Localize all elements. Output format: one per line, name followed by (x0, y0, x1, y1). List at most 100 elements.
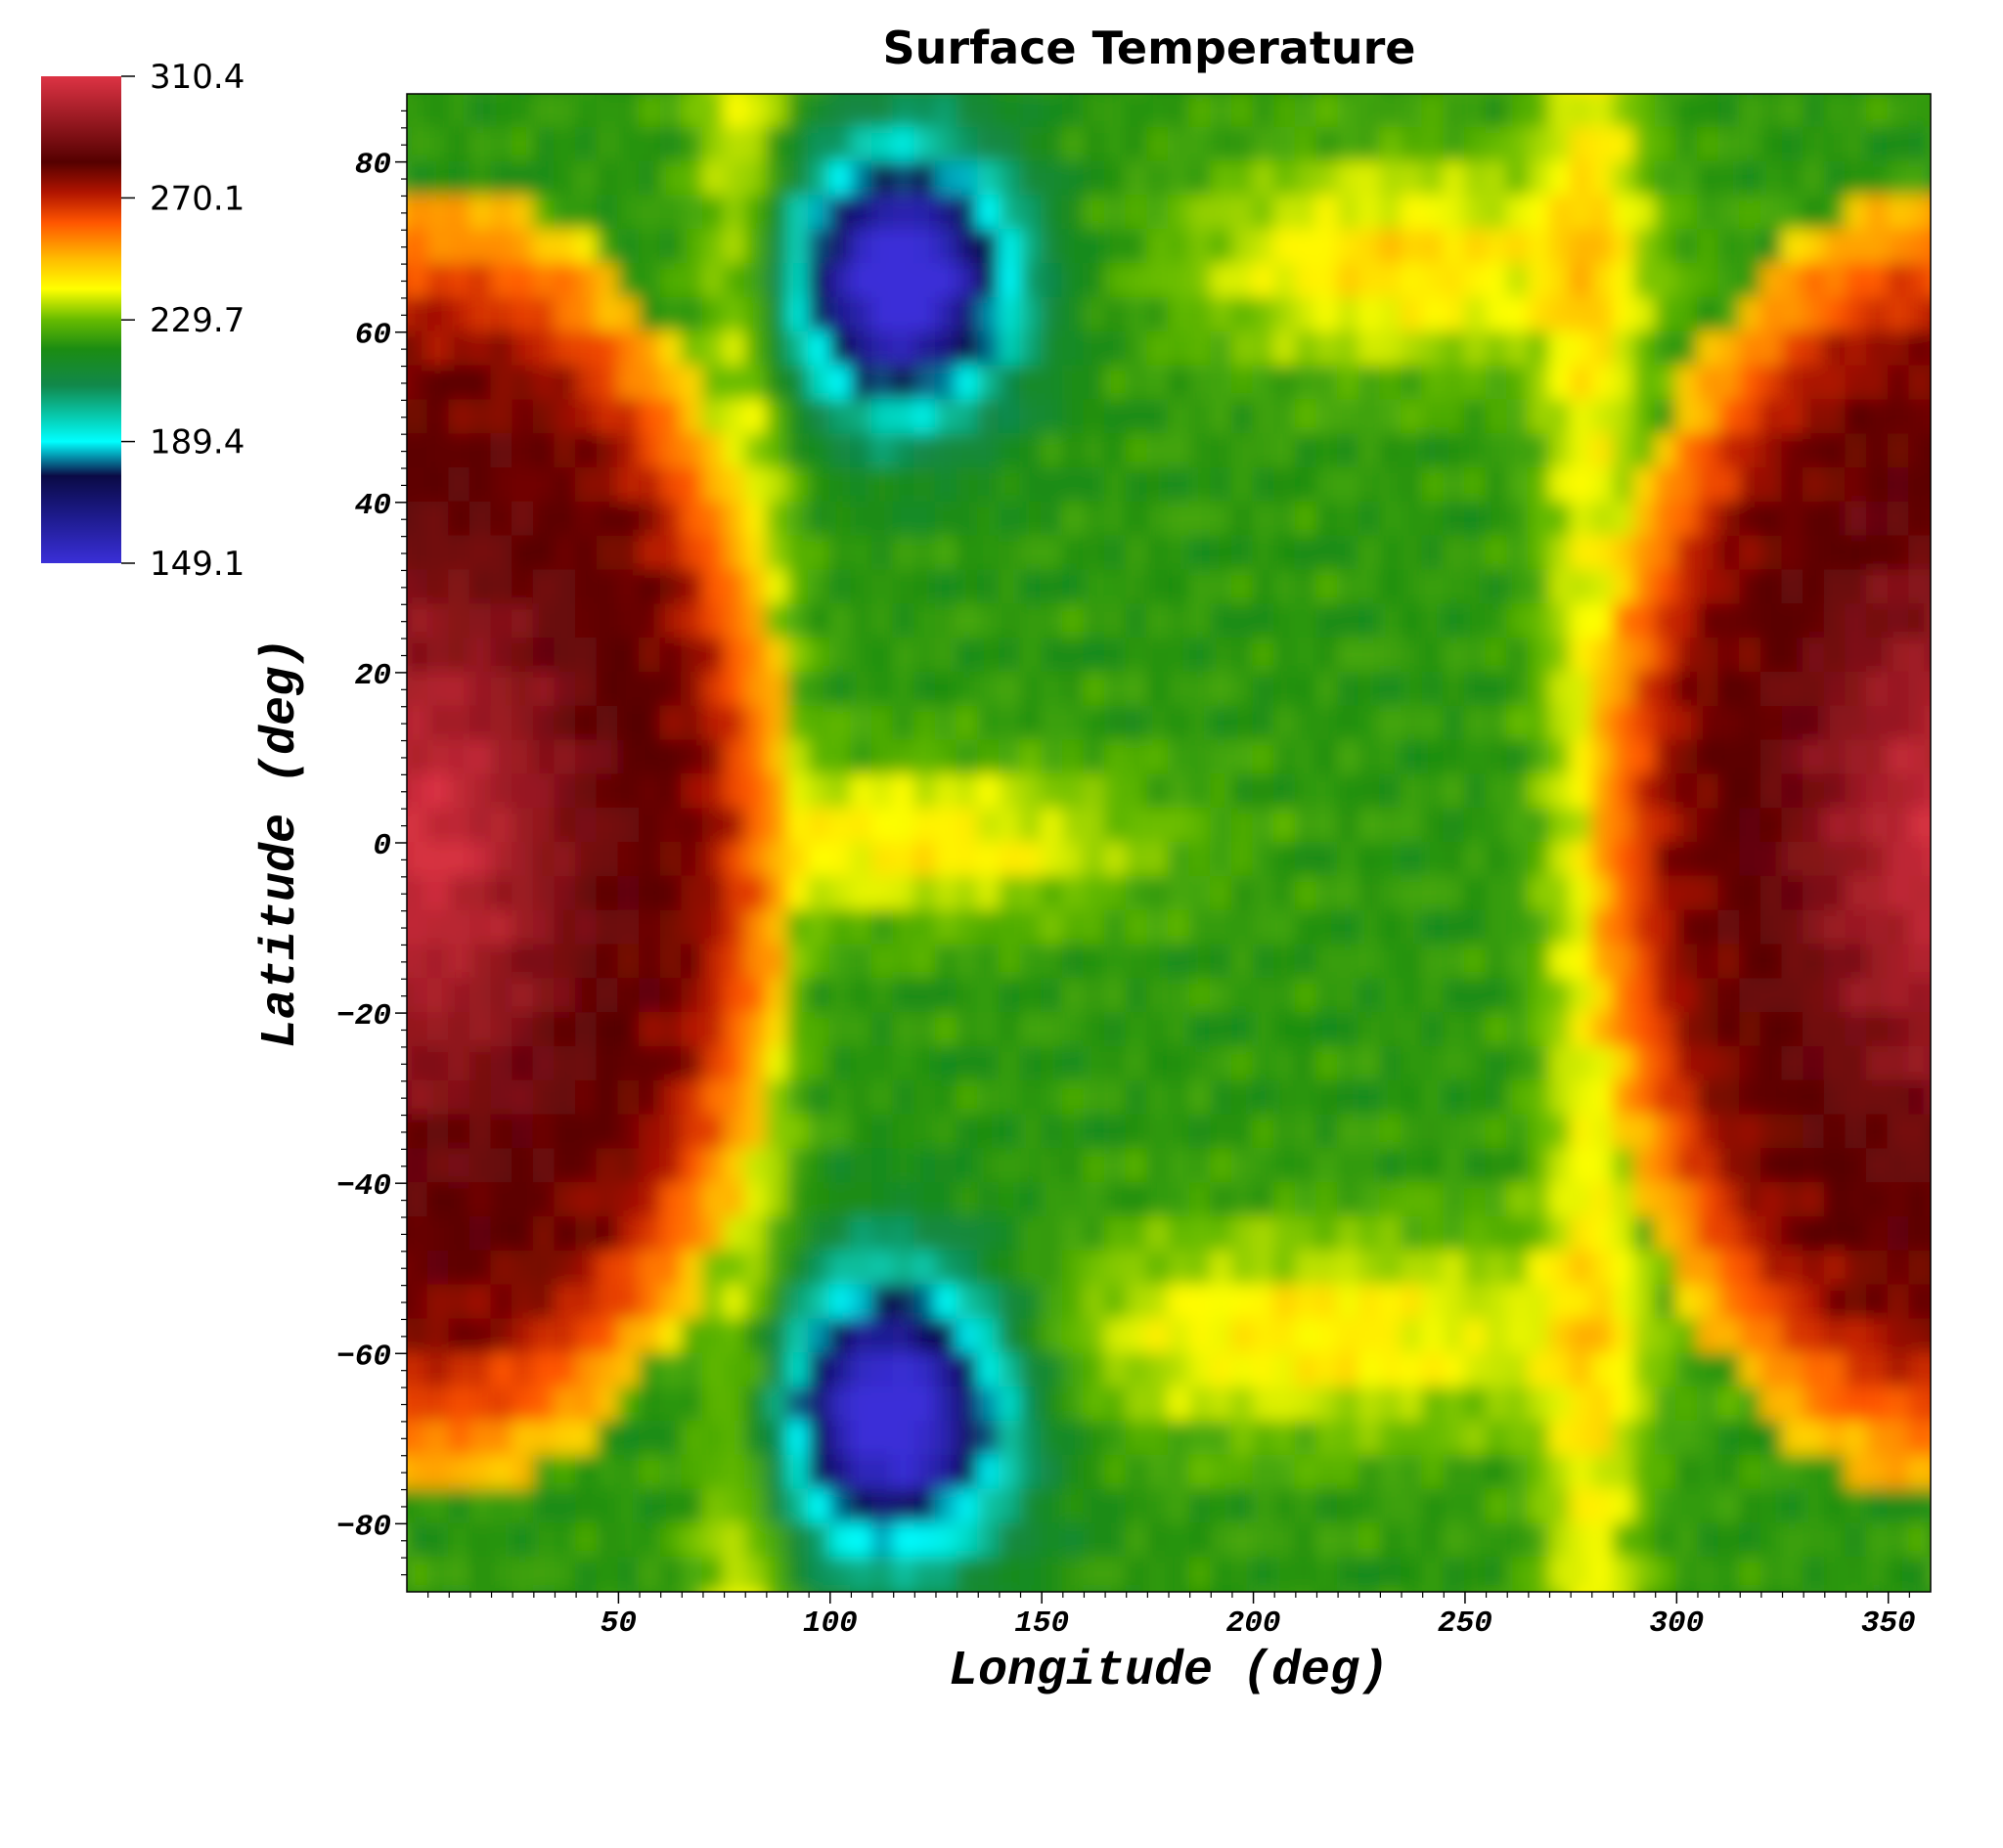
heatmap-cell (1125, 1557, 1149, 1592)
heatmap-cell (407, 1352, 429, 1389)
heatmap-cell (1061, 229, 1086, 266)
heatmap-cell (575, 773, 599, 811)
heatmap-cell (1061, 671, 1086, 708)
heatmap-cell (1443, 1488, 1466, 1525)
heatmap-cell (1358, 739, 1382, 776)
heatmap-cell (407, 842, 429, 878)
heatmap-cell (1083, 705, 1107, 742)
heatmap-cell (1443, 501, 1466, 538)
heatmap-cell (1590, 1079, 1615, 1117)
heatmap-cell (892, 126, 916, 163)
heatmap-cell (1527, 808, 1551, 844)
heatmap-cell (977, 739, 1001, 776)
heatmap-cell (1401, 1079, 1424, 1117)
heatmap-cell (1845, 330, 1869, 368)
heatmap-cell (596, 433, 620, 469)
heatmap-cell (1908, 399, 1931, 436)
heatmap-cell (1930, 1454, 1931, 1491)
heatmap-cell (1019, 160, 1044, 198)
heatmap-cell (659, 739, 684, 776)
heatmap-cell (765, 229, 789, 266)
heatmap-cell (765, 1250, 789, 1287)
heatmap-cell (1083, 365, 1107, 402)
heatmap-cell (1908, 1454, 1931, 1491)
heatmap-cell (786, 365, 811, 402)
heatmap-cell (639, 1079, 662, 1117)
heatmap-cell (1230, 1420, 1255, 1457)
heatmap-cell (977, 944, 1001, 981)
heatmap-cell (1845, 1557, 1869, 1592)
heatmap-cell (701, 808, 726, 844)
heatmap-cell (808, 705, 831, 742)
heatmap-cell (532, 1114, 556, 1151)
heatmap-cell (977, 365, 1001, 402)
heatmap-cell (575, 126, 599, 163)
heatmap-cell (723, 1318, 747, 1355)
heatmap-cell (1781, 1488, 1805, 1525)
heatmap-cell (468, 705, 493, 742)
heatmap-cell (1019, 569, 1044, 606)
heatmap-cell (1823, 1012, 1847, 1048)
heatmap-cell (1125, 229, 1149, 266)
heatmap-cell (1823, 467, 1847, 504)
heatmap-cell (1125, 603, 1149, 640)
heatmap-cell (1633, 773, 1657, 811)
heatmap-cell (1125, 944, 1149, 981)
heatmap-cell (1781, 1284, 1805, 1321)
heatmap-cell (1654, 1250, 1678, 1287)
heatmap-cell (1908, 705, 1931, 742)
heatmap-cell (1401, 399, 1424, 436)
heatmap-cell (1315, 705, 1340, 742)
heatmap-cell (1485, 603, 1509, 640)
heatmap-cell (1083, 501, 1107, 538)
heatmap-cell (1739, 978, 1762, 1015)
heatmap-cell (1252, 1386, 1276, 1423)
heatmap-cell (1061, 126, 1086, 163)
heatmap-cell (1146, 1522, 1170, 1560)
heatmap-cell (808, 126, 831, 163)
heatmap-cell (1273, 705, 1297, 742)
heatmap-cell (1612, 330, 1636, 368)
heatmap-cell (1421, 94, 1446, 95)
heatmap-cell (1759, 842, 1784, 878)
heatmap-cell (1294, 569, 1318, 606)
heatmap-cell (871, 1591, 895, 1592)
heatmap-cell (681, 1045, 704, 1082)
heatmap-cell (1485, 330, 1509, 368)
heatmap-cell (1696, 330, 1720, 368)
heatmap-cell (468, 94, 493, 129)
heatmap-cell (723, 1216, 747, 1253)
heatmap-cell (1717, 705, 1742, 742)
heatmap-cell (1210, 1318, 1233, 1355)
heatmap-cell (1908, 1420, 1931, 1457)
heatmap-cell (617, 195, 642, 232)
heatmap-cell (554, 535, 578, 572)
heatmap-cell (1168, 705, 1191, 742)
heatmap-cell (1506, 1591, 1530, 1592)
heatmap-cell (1887, 603, 1911, 640)
heatmap-cell (639, 671, 662, 708)
heatmap-cell (1654, 1182, 1678, 1218)
heatmap-cell (1781, 1591, 1805, 1592)
heatmap-cell (1104, 1488, 1128, 1525)
heatmap-cell (1781, 1216, 1805, 1253)
heatmap-cell (1210, 1079, 1233, 1117)
heatmap-cell (1061, 94, 1086, 129)
heatmap-cell (490, 1182, 514, 1218)
heatmap-cell (723, 1284, 747, 1321)
heatmap-cell (1845, 909, 1869, 946)
heatmap-cell (659, 399, 684, 436)
heatmap-cell (1083, 1386, 1107, 1423)
heatmap-cell (1717, 399, 1742, 436)
heatmap-cell (596, 978, 620, 1015)
heatmap-cell (1696, 909, 1720, 946)
heatmap-cell (1506, 671, 1530, 708)
heatmap-cell (575, 1250, 599, 1287)
heatmap-cell (765, 467, 789, 504)
heatmap-cell (448, 330, 471, 368)
heatmap-cell (1759, 467, 1784, 504)
heatmap-cell (681, 296, 704, 333)
heatmap-cell (956, 160, 980, 198)
heatmap-cell (998, 1386, 1022, 1423)
heatmap-cell (850, 94, 874, 95)
